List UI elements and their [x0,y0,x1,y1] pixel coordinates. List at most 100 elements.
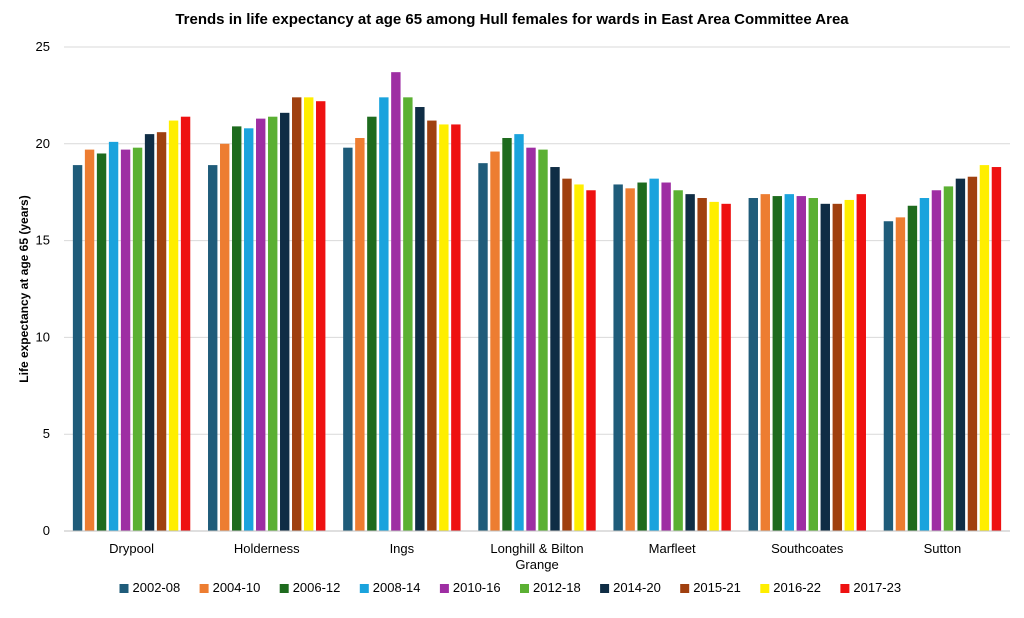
bar-2015-21 [697,198,707,531]
bar-2006-12 [772,196,782,531]
bar-2010-16 [931,190,942,532]
bar-2015-21 [427,120,437,532]
bar-2017-23 [721,203,731,532]
bar-2017-23 [586,190,596,532]
bar-2006-12 [502,137,512,531]
bar-2008-14 [379,97,389,531]
bar-2017-23 [180,116,191,532]
bar-2016-22 [979,165,990,531]
bar-2002-08 [72,165,83,531]
bar-2004-10 [895,217,906,532]
bar-2008-14 [649,178,659,531]
legend-label: 2016-22 [773,580,821,595]
bar-2006-12 [367,116,377,532]
legend-swatch [520,584,529,593]
bar-2002-08 [478,163,488,531]
bar-2008-14 [514,134,524,531]
bar-2008-14 [108,141,119,531]
bar-2015-21 [832,203,842,532]
x-tick-label: Drypool [109,541,154,556]
x-tick-label: Longhill & Bilton [490,541,583,556]
bar-2012-18 [808,198,818,531]
bar-2014-20 [955,178,966,531]
bar-2016-22 [439,124,449,531]
x-tick-label: Marfleet [649,541,696,556]
bar-2017-23 [856,194,866,532]
legend-label: 2012-18 [533,580,581,595]
legend-swatch [760,584,770,593]
bar-2006-12 [907,205,918,531]
bar-2016-22 [304,97,314,531]
bar-2006-12 [637,182,647,531]
bar-2015-21 [562,178,572,531]
legend-label: 2008-14 [373,580,421,595]
bar-2004-10 [220,143,230,532]
bar-2014-20 [415,107,425,532]
x-tick-label: Ings [390,541,415,556]
bar-2002-08 [748,198,758,531]
bar-2014-20 [280,112,290,531]
bar-2006-12 [232,126,242,531]
bar-2015-21 [967,176,978,531]
bar-2004-10 [625,188,635,531]
bar-2004-10 [490,151,500,531]
bar-2012-18 [132,147,143,531]
legend-swatch [439,584,449,593]
bar-2014-20 [144,134,155,531]
y-tick-label: 5 [43,426,50,441]
bar-2014-20 [550,167,560,532]
bar-2012-18 [268,116,278,532]
bar-2008-14 [244,128,254,531]
bar-2017-23 [991,167,1002,532]
bar-2014-20 [820,203,830,532]
bar-2010-16 [796,196,806,531]
legend-label: 2017-23 [853,580,901,595]
bar-2010-16 [120,149,131,531]
bar-2002-08 [613,184,623,531]
legend-swatch [600,584,610,593]
bar-2010-16 [256,118,266,531]
legend-label: 2015-21 [693,580,741,595]
bar-2016-22 [709,201,719,531]
bars [72,72,1002,532]
bar-2004-10 [84,149,95,531]
bar-2017-23 [451,124,461,531]
legend-label: 2014-20 [613,580,661,595]
x-tick-label: Holderness [234,541,300,556]
chart-title: Trends in life expectancy at age 65 amon… [175,11,849,28]
legend: 2002-08 2004-10 2006-12 2008-14 2010-16 2012-… [119,580,901,595]
bar-2016-22 [168,120,179,532]
bar-2010-16 [391,72,401,531]
bar-2012-18 [943,186,954,531]
bar-2012-18 [403,97,413,531]
y-tick-label: 20 [36,136,50,151]
bar-2010-16 [526,147,536,531]
y-axis-label: Life expectancy at age 65 (years) [17,195,31,382]
bar-2016-22 [844,199,854,531]
x-tick-label: Southcoates [771,541,844,556]
legend-label: 2006-12 [293,580,341,595]
bar-2015-21 [156,132,167,531]
legend-label: 2002-08 [133,580,181,595]
legend-swatch [840,584,850,593]
bar-2002-08 [208,165,218,531]
bar-2004-10 [760,194,770,532]
x-tick-label: Sutton [924,541,962,556]
y-tick-label: 25 [36,39,50,54]
bar-2002-08 [883,221,894,532]
bar-2008-14 [919,198,930,531]
y-tick-label: 15 [36,233,50,248]
bar-2006-12 [96,153,107,532]
bar-2016-22 [574,184,584,531]
bar-2015-21 [292,97,302,531]
bar-2008-14 [784,194,794,532]
legend-swatch [680,584,690,593]
y-tick-label: 0 [43,523,50,538]
legend-swatch [119,584,129,593]
legend-label: 2004-10 [213,580,261,595]
y-tick-labels: 0 5 10 15 20 25 [36,39,50,538]
legend-swatch [199,584,209,593]
y-tick-label: 10 [36,329,50,344]
